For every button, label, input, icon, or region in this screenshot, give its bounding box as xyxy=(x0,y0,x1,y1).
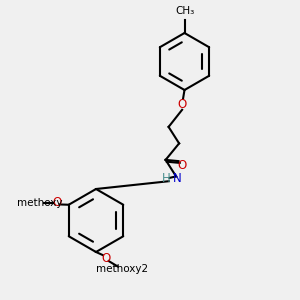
Text: O: O xyxy=(178,98,187,111)
Text: N: N xyxy=(172,172,181,185)
Text: O: O xyxy=(177,159,186,172)
Text: O: O xyxy=(101,252,110,266)
Text: H: H xyxy=(161,172,170,185)
Text: CH₃: CH₃ xyxy=(175,7,194,16)
Text: methoxy2: methoxy2 xyxy=(96,264,148,274)
Text: O: O xyxy=(52,196,62,209)
Text: methoxy: methoxy xyxy=(17,198,62,208)
